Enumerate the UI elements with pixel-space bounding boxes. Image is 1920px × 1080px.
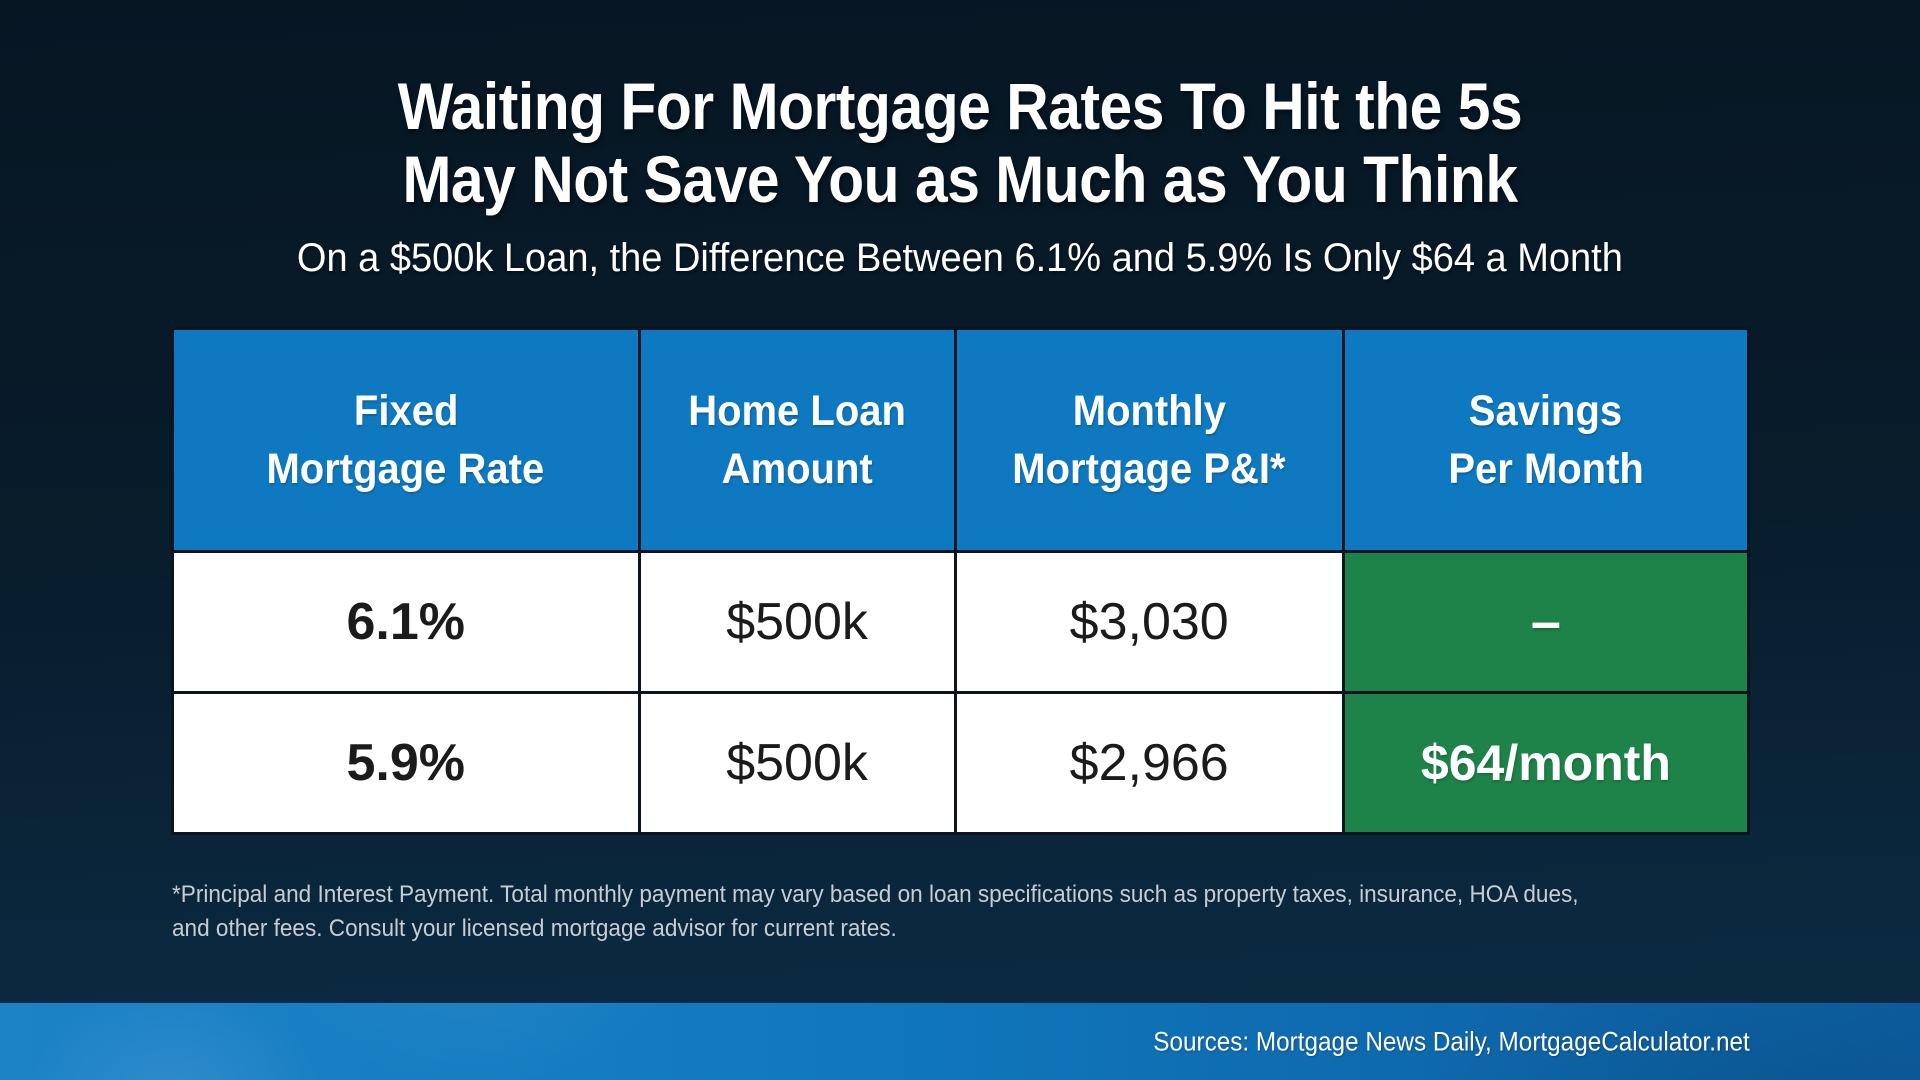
cell-loan-row1: $500k [640, 553, 954, 691]
header-cell-fixed-mortgage-rate: Fixed Mortgage Rate [174, 330, 638, 550]
header-cell-monthly-mortgage-pi: Monthly Mortgage P&I* [956, 330, 1342, 550]
header-line: Savings [1469, 387, 1623, 435]
footnote-line-1: *Principal and Interest Payment. Total m… [172, 881, 1579, 908]
footer-swoosh-decoration [0, 1003, 1920, 1080]
cell-savings-row2: $64/month [1344, 694, 1747, 832]
header-line: Home Loan [688, 387, 906, 435]
title-block: Waiting For Mortgage Rates To Hit the 5s… [0, 70, 1920, 216]
cell-payment-row2: $2,966 [956, 694, 1342, 832]
page-subtitle: On a $500k Loan, the Difference Between … [0, 234, 1920, 282]
page-title-line-2: May Not Save You as Much as You Think [402, 142, 1518, 216]
header-cell-savings-per-month: Savings Per Month [1344, 330, 1747, 550]
header-line: Amount [721, 445, 873, 493]
header-cell-home-loan-amount: Home Loan Amount [640, 330, 954, 550]
page-title-line-1: Waiting For Mortgage Rates To Hit the 5s [397, 69, 1523, 143]
cell-savings-row1: – [1344, 553, 1747, 691]
page-subtitle-text: On a $500k Loan, the Difference Between … [297, 236, 1623, 280]
cell-payment-row1: $3,030 [956, 553, 1342, 691]
footer-bar: Sources: Mortgage News Daily, MortgageCa… [0, 1003, 1920, 1080]
header-line: Monthly [1072, 387, 1226, 435]
header-line: Mortgage P&I* [1012, 445, 1286, 493]
cell-rate-row2: 5.9% [174, 694, 638, 832]
header-line: Mortgage Rate [266, 445, 545, 493]
cell-loan-row2: $500k [640, 694, 954, 832]
footnote: *Principal and Interest Payment. Total m… [172, 878, 1668, 946]
cell-rate-row1: 6.1% [174, 553, 638, 691]
header-line: Per Month [1448, 445, 1644, 493]
rate-comparison-table: Fixed Mortgage Rate Home Loan Amount Mon… [171, 327, 1750, 835]
footnote-line-2: and other fees. Consult your licensed mo… [172, 915, 897, 942]
sources-text: Sources: Mortgage News Daily, MortgageCa… [1153, 1026, 1750, 1056]
header-line: Fixed [353, 387, 458, 435]
